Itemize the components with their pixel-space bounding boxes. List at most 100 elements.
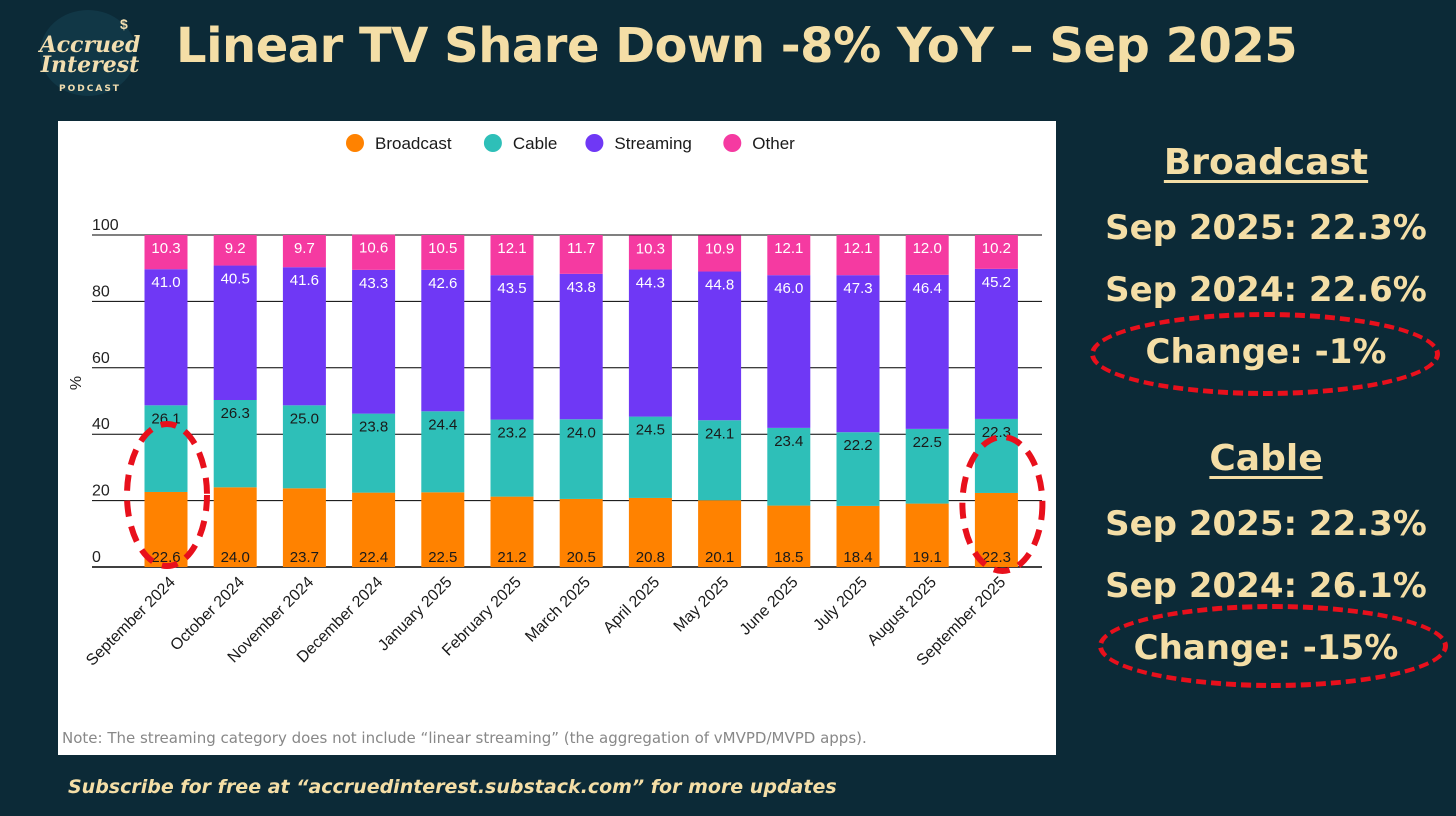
- data-label: 23.4: [774, 433, 803, 450]
- subscribe-footer: Subscribe for free at “accruedinterest.s…: [68, 776, 837, 798]
- data-label: 10.6: [359, 240, 388, 257]
- legend-swatch: [483, 134, 502, 152]
- data-label: 41.0: [151, 274, 180, 291]
- data-label: 18.5: [774, 549, 803, 566]
- stacked-bar-chart: 0 20 40 60 80 100% Broadcast Cable Streaming Othe…: [68, 134, 1046, 670]
- bar-segment: [767, 235, 811, 276]
- bar-segment: [213, 487, 257, 567]
- data-label: 20.1: [705, 549, 734, 566]
- data-label: 44.3: [636, 275, 665, 292]
- data-label: 12.0: [913, 240, 942, 257]
- bar-segment: [421, 411, 465, 493]
- bar-segment: [698, 500, 742, 567]
- data-label: 12.1: [497, 240, 526, 257]
- data-label: 23.7: [290, 549, 319, 566]
- data-label: 46.0: [774, 280, 803, 297]
- bar-segment: [628, 416, 672, 498]
- bar-segment: [213, 265, 257, 401]
- data-label: 43.5: [497, 280, 526, 297]
- page-title: Linear TV Share Down -8% YoY – Sep 2025: [176, 18, 1298, 74]
- broadcast-sep-2025: Sep 2025: 22.3%: [1105, 208, 1427, 248]
- y-tick-label: 40: [92, 416, 110, 433]
- bar-segment: [144, 405, 188, 492]
- data-label: 19.1: [913, 549, 942, 566]
- data-label: 24.5: [636, 422, 665, 439]
- y-tick-label: 60: [92, 350, 110, 367]
- bar-segment: [282, 235, 326, 268]
- data-label: 26.3: [221, 405, 250, 422]
- data-label: 10.3: [636, 240, 665, 257]
- data-label: 43.8: [567, 279, 596, 296]
- data-label: 9.7: [294, 240, 315, 257]
- bar-segment: [282, 405, 326, 489]
- cable-change-highlight-oval: [1098, 604, 1448, 688]
- broadcast-change-highlight-oval: [1090, 312, 1440, 396]
- x-tick-label: September 2024: [83, 574, 179, 670]
- legend-label: Broadcast: [375, 134, 452, 153]
- bar-segment: [490, 235, 534, 276]
- data-label: 21.2: [497, 549, 526, 566]
- bar-segment: [767, 505, 811, 567]
- data-label: 24.0: [567, 424, 596, 441]
- data-label: 41.6: [290, 272, 319, 289]
- bar-segment: [698, 420, 742, 501]
- y-axis-label: %: [68, 376, 85, 390]
- data-label: 23.2: [497, 425, 526, 442]
- bar-segment: [974, 418, 1018, 493]
- legend-label: Streaming: [614, 134, 691, 153]
- bar-segment: [628, 497, 672, 567]
- bar-segment: [144, 235, 188, 270]
- bar-segment: [352, 269, 396, 414]
- data-label: 22.5: [428, 549, 457, 566]
- bar-segment: [213, 400, 257, 488]
- logo-text-podcast: PODCAST: [59, 84, 121, 94]
- highlight-oval: [959, 434, 1046, 574]
- highlight-oval: [124, 421, 210, 569]
- cable-summary-heading: Cable: [1209, 438, 1323, 479]
- bar-segment: [490, 419, 534, 497]
- cable-sep-2025: Sep 2025: 22.3%: [1105, 504, 1427, 544]
- x-tick-label: August 2025: [864, 574, 940, 650]
- chart-panel: 0 20 40 60 80 100% Broadcast Cable Streaming Othe…: [58, 121, 1056, 755]
- data-label: 11.7: [567, 240, 595, 257]
- bar-segment: [905, 428, 949, 504]
- data-label: 25.0: [290, 410, 319, 427]
- bar-segment: [490, 275, 534, 420]
- broadcast-summary-heading: Broadcast: [1163, 142, 1369, 183]
- data-label: 9.2: [225, 240, 246, 257]
- logo-text-interest: Interest: [40, 52, 140, 78]
- bar-segment: [559, 498, 603, 567]
- x-tick-label: March 2025: [522, 574, 594, 646]
- data-label: 22.5: [913, 434, 942, 451]
- bar-segment: [974, 492, 1018, 567]
- bar-segment: [282, 488, 326, 567]
- bar-segment: [559, 273, 603, 420]
- x-tick-label: July 2025: [810, 574, 871, 635]
- bar-segment: [974, 268, 1018, 419]
- data-label: 18.4: [843, 549, 872, 566]
- data-label: 40.5: [221, 271, 250, 288]
- data-label: 10.3: [151, 240, 180, 257]
- logo-text-accrued: Accrued: [39, 32, 141, 58]
- data-label: 20.5: [567, 549, 596, 566]
- bar-segment: [282, 267, 326, 406]
- y-tick-label: 0: [92, 549, 101, 566]
- logo-badge: [40, 10, 136, 96]
- bar-segment: [767, 427, 811, 506]
- data-label: 47.3: [843, 280, 872, 297]
- cable-sep-2024: Sep 2024: 26.1%: [1105, 566, 1427, 606]
- bar-segment: [559, 235, 603, 274]
- data-label: 45.2: [982, 274, 1011, 291]
- data-label: 12.1: [774, 240, 803, 257]
- data-label: 24.1: [705, 425, 734, 442]
- bar-segment: [905, 235, 949, 275]
- bar-segment: [905, 274, 949, 429]
- data-label: 24.4: [428, 416, 457, 433]
- data-label: 22.3: [982, 549, 1011, 566]
- data-label: 23.8: [359, 419, 388, 436]
- y-tick-label: 20: [92, 483, 110, 500]
- logo-dollar-sign: $: [120, 16, 128, 32]
- data-label: 22.2: [843, 437, 872, 454]
- bar-segment: [974, 235, 1018, 269]
- legend-label: Cable: [513, 134, 557, 153]
